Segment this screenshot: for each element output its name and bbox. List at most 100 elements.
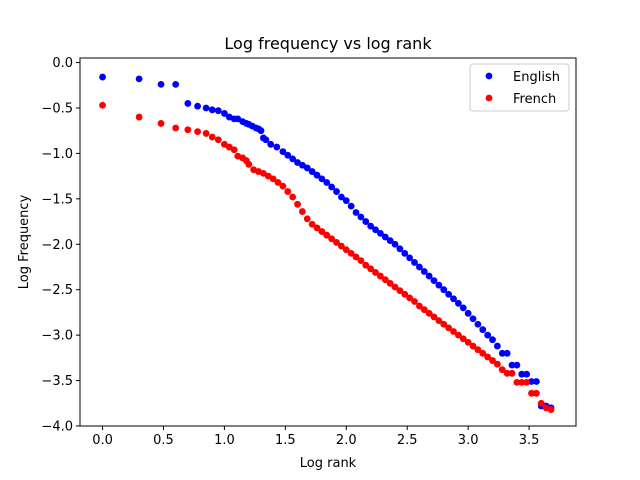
data-point-english [425, 272, 433, 280]
legend-box [469, 63, 570, 112]
data-point-french [459, 335, 467, 343]
data-point-english [267, 140, 275, 148]
data-point-english [416, 263, 423, 271]
data-point-french [494, 360, 501, 368]
plot-frame [79, 57, 577, 427]
data-point-english [513, 361, 521, 369]
data-point-english [523, 370, 531, 378]
data-point-french [440, 320, 448, 328]
data-point-french [484, 353, 492, 361]
y-tick-label: −3.0 [41, 329, 73, 344]
data-point-french [347, 249, 355, 257]
data-point-french [202, 130, 210, 137]
data-point-english [208, 106, 216, 114]
y-tick-label: 0.0 [52, 56, 73, 71]
data-point-english [284, 151, 292, 159]
data-point-english [396, 245, 404, 253]
legend-label-english: English [513, 70, 560, 85]
data-point-english [411, 259, 418, 266]
data-point-french [508, 369, 516, 377]
data-point-english [262, 136, 270, 144]
y-tick-label: −1.0 [41, 147, 73, 162]
data-point-french [391, 283, 399, 291]
data-point-french [513, 378, 521, 386]
data-point-french [464, 339, 472, 346]
data-point-french [157, 120, 165, 127]
legend-label-french: French [513, 92, 556, 107]
data-point-french [313, 224, 321, 232]
data-point-french [503, 369, 511, 377]
x-axis: 0.0 0.5 1.0 1.5 2.0 2.5 3.0 3.5 [92, 426, 539, 448]
data-point-french [299, 208, 306, 215]
data-point-english [318, 175, 326, 183]
x-tick-label: 3.0 [458, 433, 479, 448]
data-point-french [396, 287, 404, 295]
data-point-french [498, 366, 506, 374]
x-tick-label: 0.5 [153, 433, 174, 448]
data-point-english [386, 237, 394, 245]
data-point-english [367, 222, 375, 230]
data-point-english [435, 281, 443, 289]
data-point-english [194, 102, 202, 110]
data-point-french [469, 342, 477, 350]
data-point-english [430, 277, 438, 285]
data-point-french [308, 220, 316, 228]
data-point-english [464, 309, 472, 317]
data-point-french [318, 228, 326, 235]
data-point-english [342, 197, 350, 205]
y-tick-label: −4.0 [41, 420, 73, 435]
x-tick-label: 2.0 [336, 433, 357, 448]
data-point-english [135, 75, 143, 83]
data-point-french [194, 128, 202, 136]
points-layer [99, 73, 555, 414]
data-point-french [435, 317, 443, 324]
data-point-french [401, 290, 409, 298]
chart-title: Log frequency vs log rank [224, 34, 432, 53]
data-point-french [455, 331, 462, 339]
data-point-english [381, 233, 389, 241]
data-point-french [416, 302, 423, 310]
data-point-english [406, 254, 414, 262]
data-point-french [333, 239, 340, 246]
data-point-english [372, 226, 379, 234]
data-point-french [381, 276, 389, 284]
data-point-english [518, 370, 526, 378]
data-point-french [450, 328, 457, 335]
data-point-french [135, 113, 143, 121]
data-point-english [313, 171, 321, 179]
data-point-english [308, 168, 316, 175]
data-point-english [455, 299, 462, 307]
x-tick-label: 1.5 [275, 433, 296, 448]
data-point-french [537, 399, 545, 407]
data-point-english [338, 193, 345, 201]
data-point-english [498, 349, 506, 357]
data-point-english [508, 361, 516, 369]
data-point-english [503, 349, 511, 357]
data-point-french [532, 389, 540, 397]
data-point-english [172, 80, 180, 88]
x-axis-label: Log rank [300, 456, 357, 471]
y-tick-label: −3.5 [41, 374, 73, 389]
data-point-english [333, 188, 340, 195]
data-point-french [547, 406, 555, 414]
x-tick-label: 3.5 [519, 433, 540, 448]
data-point-english [474, 320, 482, 328]
x-tick-label: 2.5 [397, 433, 418, 448]
data-point-french [523, 378, 531, 386]
data-point-french [172, 124, 180, 132]
y-axis-label: Log Frequency [17, 194, 32, 289]
data-point-english [214, 107, 222, 115]
y-axis: 0.0 −0.5 −1.0 −1.5 −2.0 −2.5 −3.0 −3.5 −4.0 [41, 56, 80, 435]
data-point-french [274, 179, 282, 186]
data-point-french [357, 257, 365, 265]
data-point-french [367, 265, 375, 273]
y-tick-label: −2.5 [41, 283, 73, 298]
data-point-english [279, 148, 287, 155]
data-point-english [479, 326, 487, 334]
y-tick-label: −0.5 [41, 101, 73, 116]
data-point-french [328, 235, 336, 243]
data-point-english [328, 183, 336, 191]
data-point-english [440, 286, 448, 294]
data-point-french [362, 261, 370, 269]
data-point-english [489, 336, 496, 344]
